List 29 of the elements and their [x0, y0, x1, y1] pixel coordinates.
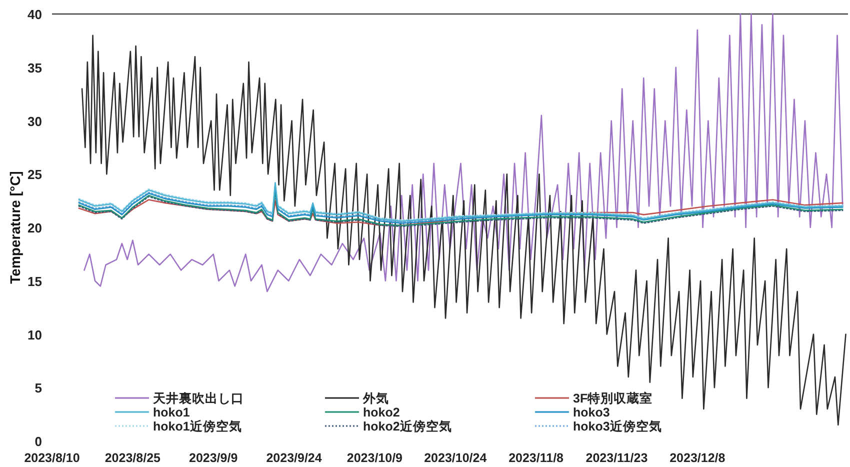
- y-tick-label: 20: [28, 220, 42, 236]
- legend-label: 3F特別収蔵室: [573, 390, 653, 406]
- legend-label: 外気: [362, 392, 389, 406]
- x-tick-label: 2023/9/9: [189, 451, 238, 465]
- x-tick-label: 2023/9/24: [266, 451, 322, 465]
- legend-label: hoko2近傍空気: [363, 418, 452, 434]
- y-axis-title: Temperature [°C]: [7, 171, 23, 284]
- y-tick-label: 40: [28, 7, 42, 22]
- x-tick-label: 2023/12/8: [670, 451, 726, 465]
- line-series: [84, 13, 844, 292]
- y-tick-label: 15: [28, 274, 42, 289]
- legend-label: hoko3: [573, 406, 610, 420]
- x-tick-label: 2023/11/23: [586, 451, 648, 465]
- x-tick-label: 2023/11/8: [508, 451, 564, 465]
- y-tick-label: 10: [28, 327, 42, 342]
- legend-label: hoko1: [153, 406, 190, 420]
- legend-label: hoko3近傍空気: [573, 418, 662, 434]
- x-tick-label: 2023/10/24: [424, 451, 487, 465]
- y-tick-label: 30: [28, 114, 42, 129]
- legend-label: hoko1近傍空気: [153, 418, 242, 434]
- legend-label: 天井裏吹出し口: [152, 390, 244, 406]
- y-tick-label: 35: [28, 60, 42, 76]
- y-tick-label: 0: [34, 434, 42, 449]
- y-tick-label: 5: [34, 380, 42, 396]
- x-tick-label: 2023/8/25: [104, 451, 161, 465]
- legend-label: hoko2: [363, 406, 400, 420]
- x-tick-label: 2023/8/10: [24, 451, 80, 465]
- y-tick-label: 25: [28, 167, 42, 182]
- x-tick-label: 2023/10/9: [346, 451, 403, 465]
